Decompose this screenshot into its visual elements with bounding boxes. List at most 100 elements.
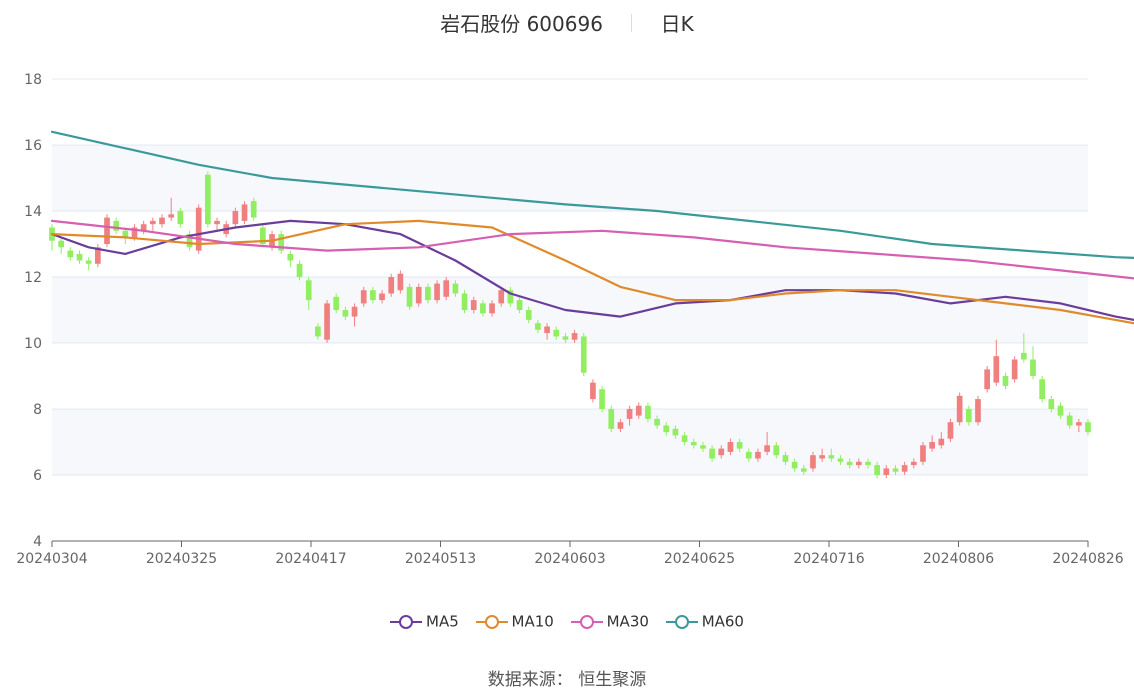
- candle-body: [1011, 359, 1018, 380]
- legend-item-ma60[interactable]: MA60: [665, 612, 744, 631]
- candle-body: [296, 263, 303, 277]
- candle-body: [975, 399, 981, 423]
- x-tick-label: 20240625: [664, 551, 735, 567]
- candle-body: [113, 220, 120, 231]
- candle-body: [1075, 422, 1082, 426]
- candle-body: [507, 290, 514, 304]
- title-divider: [631, 13, 633, 32]
- legend-marker-ma60: [665, 614, 698, 629]
- y-tick-label: 10: [24, 336, 42, 352]
- candle-body: [470, 300, 477, 310]
- series-line-ma60: [50, 130, 1134, 259]
- y-tick-label: 14: [24, 204, 42, 220]
- candle-body: [159, 217, 165, 225]
- candle-body: [443, 280, 450, 297]
- candle-body: [892, 468, 899, 472]
- candle-body: [626, 409, 633, 419]
- y-tick-label: 18: [24, 72, 42, 88]
- candle-body: [342, 310, 349, 317]
- candle-body: [58, 240, 65, 248]
- candle-body: [544, 326, 550, 334]
- candle-body: [177, 211, 184, 225]
- candle-body: [755, 451, 761, 459]
- y-tick-label: 8: [33, 402, 42, 418]
- candle-body: [388, 277, 395, 294]
- candle-body: [800, 468, 807, 472]
- candle-body: [1002, 376, 1009, 386]
- chart-title: 岩石股份 600696 日K: [0, 8, 1134, 37]
- candle-body: [131, 227, 138, 238]
- legend-item-ma5[interactable]: MA5: [390, 612, 459, 631]
- candle-body: [535, 323, 541, 330]
- candle-body: [819, 455, 825, 459]
- candle-body: [415, 286, 422, 304]
- x-tick-label: 20240826: [1052, 551, 1123, 567]
- candle-body: [379, 293, 385, 301]
- candle-body: [855, 461, 862, 466]
- candle-body: [480, 303, 486, 314]
- grid-band: [52, 145, 1088, 211]
- candle-body: [773, 445, 780, 456]
- candle-body: [883, 468, 890, 475]
- candle-body: [663, 425, 670, 433]
- candle-body: [965, 409, 972, 423]
- candle-body: [76, 253, 83, 261]
- candle-body: [920, 445, 926, 462]
- source-label: 数据来源：: [487, 670, 573, 690]
- candle-body: [791, 461, 798, 469]
- candle-body: [901, 465, 908, 472]
- candle-body: [278, 234, 285, 251]
- candle-body: [654, 418, 660, 426]
- candle-body: [700, 445, 706, 449]
- candle-body: [351, 306, 358, 317]
- series-line-ma30: [50, 219, 1134, 280]
- x-tick-label: 20240325: [146, 551, 217, 567]
- candle-body: [562, 336, 569, 340]
- candle-body: [745, 451, 752, 459]
- candle-body: [938, 438, 945, 446]
- candle-body: [590, 382, 596, 400]
- candle-body: [956, 395, 963, 423]
- series-line-ma5: [50, 219, 1134, 322]
- candle-body: [635, 405, 642, 416]
- candle-body: [1030, 359, 1036, 376]
- candle-body: [140, 224, 147, 231]
- candle-body: [718, 448, 725, 456]
- stock-name: 岩石股份 600696: [440, 12, 603, 36]
- candle-body: [360, 290, 367, 304]
- candle-body: [947, 422, 954, 439]
- candle-body: [241, 204, 248, 221]
- candle-body: [195, 207, 202, 251]
- legend-item-ma30[interactable]: MA30: [570, 612, 649, 631]
- candle-body: [736, 442, 743, 449]
- candle-body: [397, 273, 404, 291]
- y-tick-label: 6: [33, 468, 42, 484]
- kline-chart: 4 6 8 10 12 14 16 18 20240304 20240325 20240417 202…: [16, 72, 1134, 567]
- candle-body: [406, 286, 413, 307]
- candle-body: [672, 428, 679, 436]
- candle-body: [498, 290, 505, 304]
- candle-body: [370, 290, 376, 301]
- candle-body: [580, 336, 587, 373]
- candle-body: [287, 253, 294, 261]
- legend-item-ma10[interactable]: MA10: [475, 612, 554, 631]
- candle-body: [810, 455, 816, 469]
- candle-body: [865, 461, 871, 466]
- candle-body: [617, 422, 624, 429]
- x-tick-label: 20240513: [405, 551, 476, 567]
- candle-body: [452, 283, 459, 294]
- candle-body: [846, 461, 853, 466]
- candle-body: [94, 247, 101, 264]
- candle-body: [690, 442, 697, 446]
- candle-body: [324, 303, 330, 340]
- candle-body: [461, 293, 468, 310]
- legend-marker-ma30: [570, 614, 603, 629]
- candle-body: [168, 214, 175, 218]
- source-value: 恒生聚源: [578, 670, 647, 690]
- candle-body: [828, 455, 835, 459]
- legend-label: MA5: [426, 612, 459, 631]
- candle-body: [1066, 415, 1073, 426]
- candle-body: [709, 448, 715, 459]
- candle-body: [232, 211, 239, 225]
- candle-body: [929, 442, 935, 449]
